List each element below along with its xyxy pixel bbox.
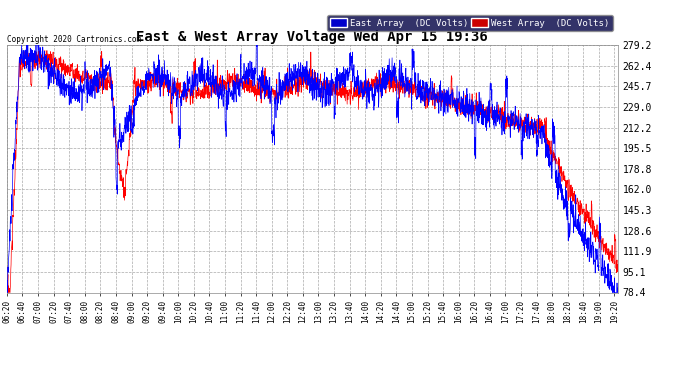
Text: Copyright 2020 Cartronics.com: Copyright 2020 Cartronics.com bbox=[7, 35, 141, 44]
Title: East & West Array Voltage Wed Apr 15 19:36: East & West Array Voltage Wed Apr 15 19:… bbox=[137, 30, 488, 44]
Legend: East Array  (DC Volts), West Array  (DC Volts): East Array (DC Volts), West Array (DC Vo… bbox=[327, 15, 613, 31]
